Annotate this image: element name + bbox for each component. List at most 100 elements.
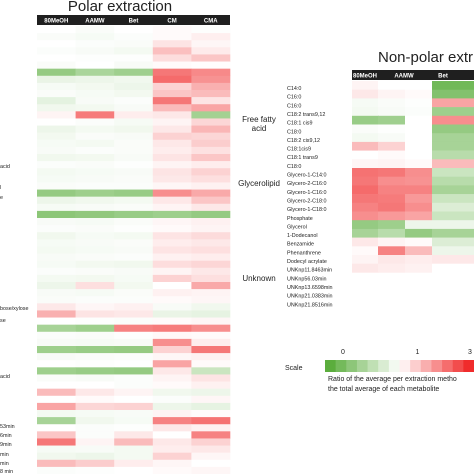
- polar-cell: [114, 331, 154, 340]
- polar-cell: [75, 232, 115, 240]
- polar-cell: [114, 75, 154, 84]
- nonpolar-cell: [352, 98, 379, 108]
- polar-cell: [152, 146, 192, 155]
- polar-cell: [191, 466, 231, 474]
- polar-cell: [37, 282, 76, 290]
- polar-cell: [37, 367, 76, 375]
- nonpolar-cell: [432, 263, 474, 273]
- polar-cell: [152, 324, 192, 333]
- nonpolar-cell: [352, 194, 379, 204]
- polar-heatmap: Polar extraction 80MeOH AAMW Bet CM CMA acid…: [0, 0, 231, 474]
- polar-cell: [37, 274, 76, 283]
- polar-cell: [75, 317, 115, 325]
- polar-title: Polar extraction: [68, 0, 172, 15]
- nonpolar-cell: [405, 115, 432, 125]
- polar-cell: [114, 324, 154, 333]
- polar-cell: [75, 267, 115, 276]
- polar-cell: [75, 146, 115, 155]
- polar-cell: [191, 360, 231, 368]
- polar-cell: [152, 303, 192, 311]
- nonpolar-row-label: Phosphate: [287, 216, 313, 222]
- nonpolar-cell: [378, 263, 405, 273]
- polar-cell: [191, 47, 231, 55]
- polar-cell: [75, 381, 115, 389]
- polar-cell: [114, 111, 154, 119]
- scale-swatch: [442, 360, 454, 372]
- polar-cell: [114, 90, 154, 98]
- nonpolar-cell: [378, 159, 405, 169]
- nonpolar-cell: [432, 237, 474, 247]
- polar-cell: [191, 353, 231, 361]
- polar-cell: [152, 253, 192, 261]
- nonpolar-cell: [432, 141, 474, 151]
- polar-cell: [152, 232, 192, 240]
- polar-cell: [37, 360, 76, 368]
- nonpolar-cell: [378, 255, 405, 264]
- nonpolar-cell: [378, 133, 405, 143]
- polar-cell: [114, 466, 154, 474]
- polar-cell: [37, 317, 76, 325]
- polar-cell: [75, 395, 115, 404]
- polar-cell: [191, 253, 231, 261]
- polar-cell: [114, 274, 154, 283]
- polar-cell: [75, 90, 115, 98]
- polar-row-label: min: [0, 461, 9, 467]
- polar-cell: [152, 104, 192, 112]
- polar-cell: [114, 182, 154, 190]
- polar-cell: [114, 40, 154, 48]
- nonpolar-cell: [378, 237, 405, 247]
- polar-cell: [37, 82, 76, 91]
- polar-row-label: bose/xylose: [0, 306, 28, 312]
- nonpolar-cell: [432, 150, 474, 160]
- nonpolar-cell: [378, 81, 405, 90]
- nonpolar-cell: [352, 185, 379, 195]
- nonpolar-cell: [378, 115, 405, 125]
- polar-cell: [114, 296, 154, 304]
- polar-cell: [75, 168, 115, 176]
- nonpolar-row-label: 1-Dodecanol: [287, 233, 318, 239]
- polar-cell: [152, 68, 192, 77]
- scale-caption-line-2: the total average of each metabolite: [328, 386, 439, 393]
- polar-cell: [114, 253, 154, 261]
- polar-cell: [191, 417, 231, 425]
- polar-cell: [75, 466, 115, 474]
- polar-cell: [37, 410, 76, 418]
- polar-cell: [37, 239, 76, 247]
- nonpolar-cell: [405, 159, 432, 169]
- polar-cell: [191, 452, 231, 461]
- polar-cell: [75, 289, 115, 297]
- polar-cell: [191, 146, 231, 155]
- nonpolar-group-label: Glycerolipid: [238, 179, 280, 188]
- polar-cell: [114, 367, 154, 375]
- nonpolar-cell: [352, 89, 379, 99]
- polar-cell: [37, 154, 76, 162]
- nonpolar-cell: [405, 107, 432, 117]
- nonpolar-cell: [405, 246, 432, 256]
- polar-cell: [152, 431, 192, 439]
- polar-cell: [191, 367, 231, 375]
- nonpolar-cell: [405, 228, 432, 238]
- polar-cell: [75, 47, 115, 55]
- polar-cell: [114, 210, 154, 219]
- polar-cell: [75, 424, 115, 432]
- polar-cell: [191, 338, 231, 347]
- scale-swatch: [399, 360, 411, 372]
- polar-cell: [152, 246, 192, 254]
- polar-cell: [191, 324, 231, 333]
- polar-cell: [152, 346, 192, 354]
- polar-cell: [37, 346, 76, 354]
- polar-cell: [191, 246, 231, 254]
- polar-cell: [152, 438, 192, 446]
- polar-cell: [75, 296, 115, 304]
- nonpolar-title: Non-polar extr: [378, 49, 473, 66]
- nonpolar-cell: [352, 168, 379, 177]
- polar-cell: [37, 324, 76, 333]
- nonpolar-cell: [405, 141, 432, 151]
- polar-cell: [191, 161, 231, 169]
- polar-cell: [37, 246, 76, 254]
- polar-cell: [191, 125, 231, 133]
- polar-cell: [75, 210, 115, 219]
- nonpolar-cell: [432, 220, 474, 230]
- polar-cell: [37, 175, 76, 183]
